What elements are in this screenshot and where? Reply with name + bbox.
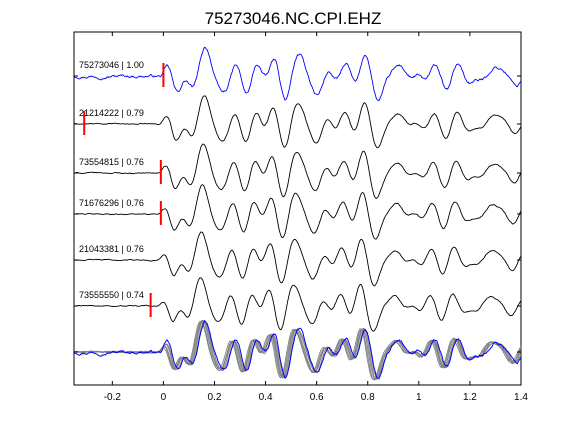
x-axis-ticks: -0.2 0 0.2 0.4 0.6 0.8 1 1.2 1.4 — [74, 32, 528, 403]
trace-label-4: 71676296 | 0.76 — [79, 198, 144, 208]
trace-label-1: 75273046 | 1.00 — [79, 60, 144, 70]
plot-area: 75273046 | 1.00 21214222 | 0.79 73554815 |… — [73, 31, 528, 403]
chart-title: 75273046.NC.CPI.EHZ — [205, 9, 382, 28]
traces — [73, 46, 522, 332]
x-tick-label-0: -0.2 — [104, 392, 122, 403]
trace-labels: 75273046 | 1.00 21214222 | 0.79 73554815 |… — [79, 60, 144, 300]
x-tick-label-7: 1.2 — [463, 392, 477, 403]
trace-label-2: 21214222 | 0.79 — [79, 108, 144, 118]
pick-markers — [83, 63, 165, 317]
x-tick-label-1: 0 — [161, 392, 167, 403]
trace-line-5 — [73, 231, 522, 287]
trace-label-6: 73555550 | 0.74 — [79, 290, 144, 300]
trace-label-5: 21043381 | 0.76 — [79, 244, 144, 254]
trace-line-2 — [73, 95, 522, 149]
overlay-trace-reference — [73, 320, 522, 380]
trace-label-3: 73554815 | 0.76 — [79, 157, 144, 167]
overlay-stack — [73, 319, 522, 381]
x-tick-label-8: 1.4 — [514, 392, 528, 403]
x-tick-label-6: 1 — [416, 392, 422, 403]
trace-line-3 — [73, 143, 522, 200]
trace-line-1 — [73, 46, 522, 102]
x-tick-label-4: 0.6 — [310, 392, 324, 403]
trace-line-6 — [74, 277, 522, 332]
x-tick-label-2: 0.2 — [208, 392, 222, 403]
trace-line-4 — [73, 184, 522, 240]
axes-box — [73, 31, 522, 386]
x-tick-label-5: 0.8 — [361, 392, 375, 403]
x-tick-label-3: 0.4 — [259, 392, 273, 403]
